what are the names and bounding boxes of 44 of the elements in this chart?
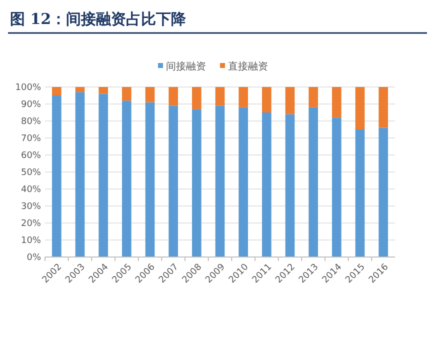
y-tick-label: 70% — [20, 134, 42, 144]
bar — [332, 118, 342, 257]
bar — [168, 87, 178, 106]
y-tick-label: 40% — [20, 185, 42, 196]
y-tick-label: 30% — [20, 202, 42, 212]
bar — [192, 109, 202, 257]
bar — [122, 100, 132, 257]
y-tick-label: 60% — [20, 151, 42, 162]
bar — [238, 107, 248, 257]
bar — [168, 106, 178, 257]
y-tick-label: 90% — [20, 100, 42, 110]
y-tick-label: 50% — [20, 168, 42, 178]
bar — [238, 87, 248, 108]
legend-label: 间接融资 — [166, 60, 206, 72]
legend-label: 直接融资 — [228, 60, 268, 72]
bar — [215, 106, 225, 257]
y-tick-label: 20% — [20, 219, 42, 230]
bar — [52, 87, 62, 96]
bar — [285, 114, 295, 257]
bar — [215, 87, 225, 106]
y-tick-label: 10% — [20, 236, 42, 246]
chart-title: 图 12：间接融资占比下降 — [10, 10, 188, 28]
y-tick-label: 100% — [15, 83, 42, 94]
bar — [98, 87, 108, 94]
bar — [75, 92, 85, 257]
bar — [355, 130, 365, 257]
bar — [262, 112, 272, 257]
bar — [378, 128, 388, 257]
bar — [98, 94, 108, 257]
bar — [308, 107, 318, 257]
bar — [52, 96, 62, 257]
bar — [285, 87, 295, 114]
bar — [145, 102, 155, 257]
bar — [308, 87, 318, 108]
bar — [378, 87, 388, 128]
y-tick-label: 0% — [26, 253, 42, 264]
bar — [122, 87, 132, 101]
bar — [262, 87, 272, 112]
bar — [355, 87, 365, 130]
bar — [145, 87, 155, 102]
bar — [75, 87, 85, 92]
y-tick-label: 80% — [20, 117, 42, 128]
bar — [332, 87, 342, 118]
bar — [192, 87, 202, 110]
